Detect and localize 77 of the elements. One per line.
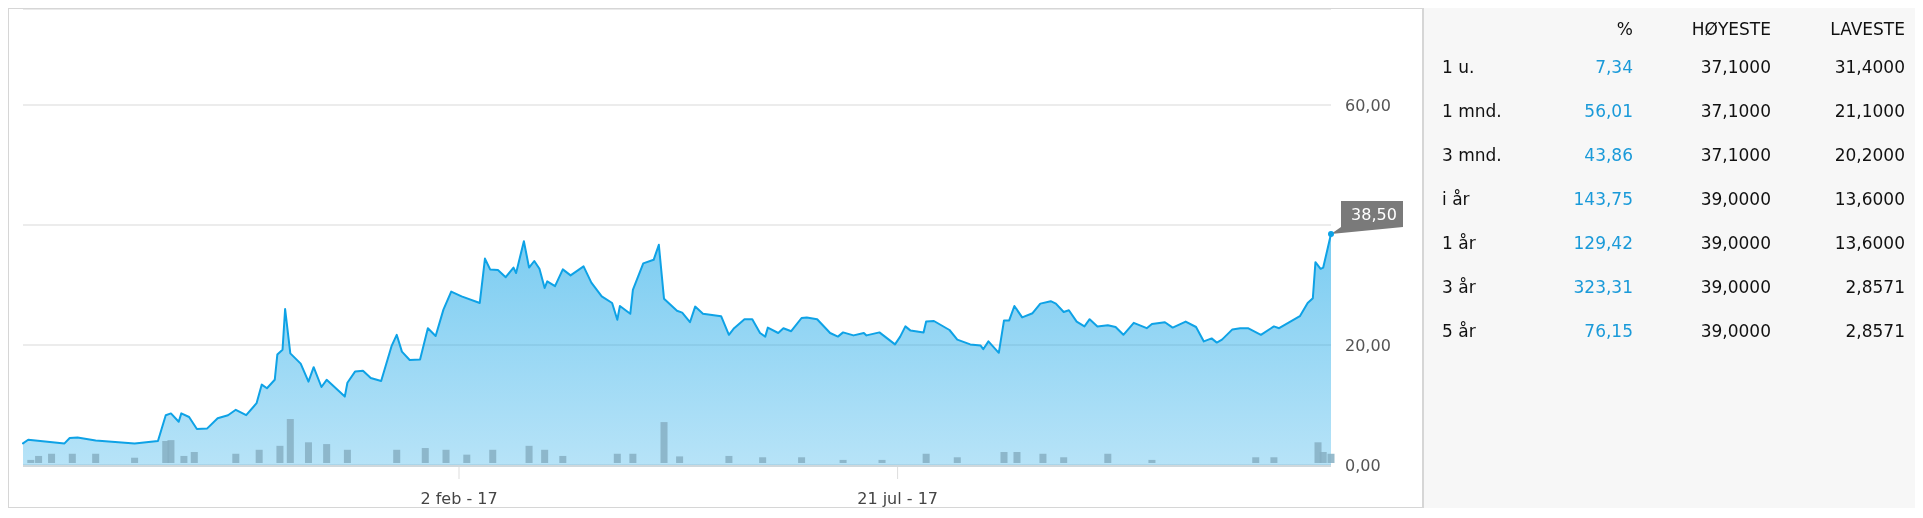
text: 39,0000 <box>1700 277 1771 297</box>
bar <box>489 449 497 463</box>
bar <box>92 453 100 463</box>
bar <box>343 449 351 463</box>
category-label: i år <box>1442 189 1470 209</box>
bar <box>922 453 930 463</box>
text: 39,0000 <box>1700 233 1771 253</box>
text: 7,34 <box>1595 57 1633 77</box>
bar <box>421 448 429 463</box>
bar <box>525 445 533 463</box>
text: 13,6000 <box>1834 189 1905 209</box>
text: 31,4000 <box>1834 57 1905 77</box>
y-tick-label: 60,00 <box>1345 96 1391 115</box>
category-label: LAVESTE <box>1830 19 1905 39</box>
bar <box>1000 452 1008 463</box>
bar <box>798 457 806 463</box>
category-label: HØYESTE <box>1691 19 1771 39</box>
annotation: 38,50 <box>1351 205 1397 224</box>
bar <box>304 442 312 463</box>
text: 39,0000 <box>1700 321 1771 341</box>
category-label: % <box>1616 19 1633 39</box>
text: 323,31 <box>1573 277 1633 297</box>
category-label: 1 mnd. <box>1442 101 1502 121</box>
bar <box>839 459 847 463</box>
bar <box>676 456 684 463</box>
category-label: 1 år <box>1442 233 1476 253</box>
bar <box>190 452 198 463</box>
category-label: 5 år <box>1442 321 1476 341</box>
bar <box>180 455 188 463</box>
bar <box>276 445 284 463</box>
bar <box>393 449 401 463</box>
text: 37,1000 <box>1700 145 1771 165</box>
text: 37,1000 <box>1700 57 1771 77</box>
text: 13,6000 <box>1834 233 1905 253</box>
bar <box>286 419 294 463</box>
bar <box>1039 453 1047 463</box>
bar <box>878 459 886 463</box>
text: 2,8571 <box>1845 277 1905 297</box>
bar <box>232 453 240 463</box>
bar <box>629 453 637 463</box>
bar <box>759 457 767 463</box>
text: 56,01 <box>1584 101 1633 121</box>
bar <box>1013 452 1021 463</box>
text: 39,0000 <box>1700 189 1771 209</box>
bar <box>613 453 621 463</box>
text: 20,2000 <box>1834 145 1905 165</box>
bar <box>68 453 76 463</box>
text: 143,75 <box>1573 189 1633 209</box>
bar <box>660 422 668 463</box>
bar <box>323 444 331 463</box>
bar <box>442 449 450 463</box>
category-label: 3 mnd. <box>1442 145 1502 165</box>
text: 2,8571 <box>1845 321 1905 341</box>
text: 43,86 <box>1584 145 1633 165</box>
bar <box>1104 453 1112 463</box>
text: 76,15 <box>1584 321 1633 341</box>
bar <box>255 449 263 463</box>
text: 21,1000 <box>1834 101 1905 121</box>
bar <box>559 455 567 463</box>
x-tick-label: 2 feb - 17 <box>420 489 498 508</box>
bar <box>48 453 56 463</box>
bar <box>131 457 139 463</box>
bar <box>1060 457 1068 463</box>
bar <box>1148 459 1156 463</box>
text: 37,1000 <box>1700 101 1771 121</box>
bar <box>953 457 961 463</box>
y-tick-label: 0,00 <box>1345 456 1381 475</box>
category-label: 1 u. <box>1442 57 1475 77</box>
y-tick-label: 20,00 <box>1345 336 1391 355</box>
bar <box>725 455 733 463</box>
text: 129,42 <box>1573 233 1633 253</box>
bar <box>1270 457 1278 463</box>
x-tick-label: 21 jul - 17 <box>857 489 938 508</box>
bar <box>463 454 471 463</box>
category-label: 3 år <box>1442 277 1476 297</box>
bar <box>1252 457 1260 463</box>
bar <box>541 449 549 463</box>
